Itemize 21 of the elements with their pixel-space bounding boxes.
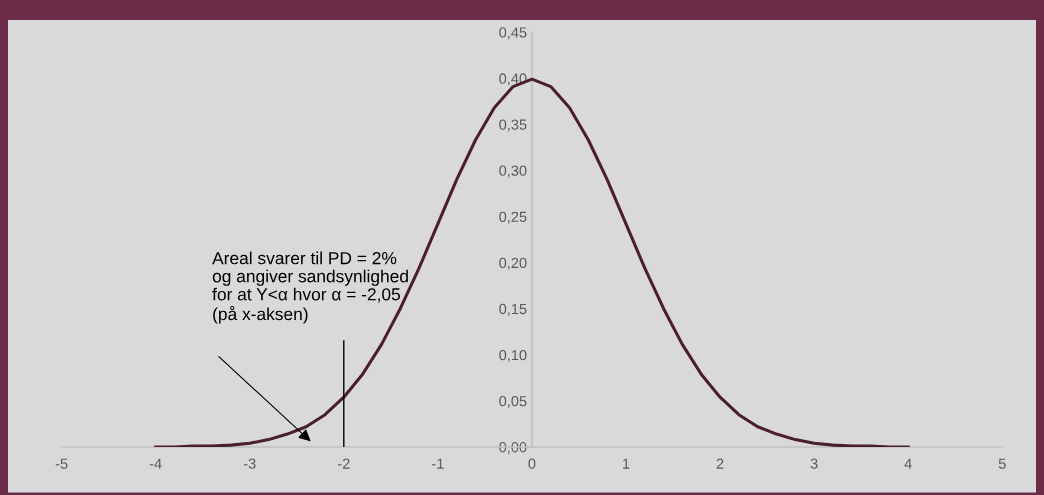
- y-tick-label: 0,35: [499, 119, 527, 132]
- y-tick-label: 0,25: [499, 211, 527, 224]
- y-tick-label: 0,00: [499, 442, 527, 455]
- annotation: Areal svarer til PD = 2% og angiver sandsynlighed for at Y<α hvor α = -2,05 (på x-aksen): [212, 251, 408, 324]
- x-tick-label: 2: [716, 458, 724, 469]
- x-tick-label: 0: [528, 458, 536, 469]
- x-tick-label: -4: [149, 458, 162, 469]
- y-tick-label: 0,45: [499, 27, 527, 40]
- x-tick-label: -1: [432, 458, 444, 469]
- x-tick-label: 3: [810, 458, 818, 469]
- x-tick-label: -3: [243, 458, 256, 469]
- y-tick-label: 0,15: [499, 303, 527, 316]
- y-tick-label: 0,30: [499, 165, 527, 178]
- x-tick-label: -2: [337, 458, 350, 469]
- x-tick-label: -5: [55, 458, 68, 469]
- y-tick-label: 0,20: [499, 257, 527, 270]
- x-tick-label: 5: [998, 458, 1006, 469]
- y-tick-label: 0,10: [499, 349, 527, 362]
- x-tick-label: 4: [904, 458, 912, 469]
- y-tick-label: 0,05: [499, 396, 527, 409]
- x-tick-label: 1: [623, 458, 630, 469]
